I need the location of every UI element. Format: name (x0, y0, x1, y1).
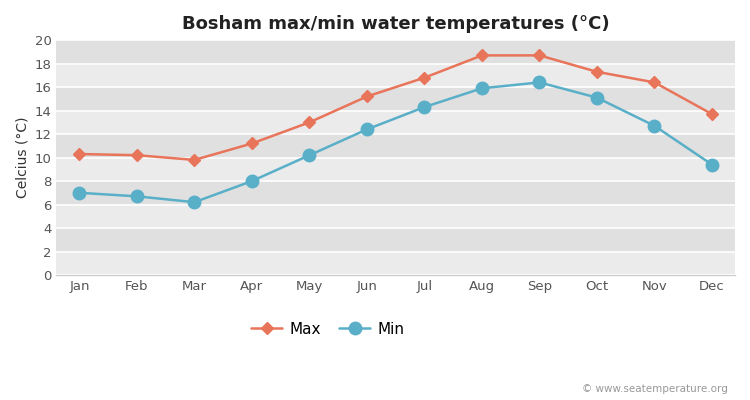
Title: Bosham max/min water temperatures (°C): Bosham max/min water temperatures (°C) (182, 15, 610, 33)
Line: Min: Min (74, 76, 718, 208)
Bar (56, 110, 735, 134)
Max (248, 141, 256, 146)
Min (592, 95, 602, 100)
Legend: Max, Min: Max, Min (245, 316, 410, 343)
Min (248, 179, 256, 184)
Bar (56, 204, 735, 228)
Min (650, 124, 659, 128)
Min (707, 162, 716, 167)
Max (650, 80, 659, 85)
Min (362, 127, 371, 132)
Min (75, 190, 84, 195)
Bar (56, 134, 735, 158)
Max (133, 153, 142, 158)
Max (305, 120, 314, 125)
Bar (56, 181, 735, 204)
Max (478, 53, 487, 58)
Min (190, 200, 199, 204)
Max (420, 75, 429, 80)
Y-axis label: Celcius (°C): Celcius (°C) (15, 117, 29, 198)
Bar (56, 252, 735, 275)
Max (75, 152, 84, 156)
Max (707, 112, 716, 116)
Max (592, 70, 602, 74)
Text: © www.seatemperature.org: © www.seatemperature.org (582, 384, 728, 394)
Min (535, 80, 544, 85)
Bar (56, 40, 735, 64)
Min (420, 105, 429, 110)
Line: Max: Max (75, 51, 716, 164)
Max (535, 53, 544, 58)
Min (305, 153, 314, 158)
Max (362, 94, 371, 99)
Bar (56, 64, 735, 87)
Max (190, 158, 199, 162)
Bar (56, 158, 735, 181)
Min (478, 86, 487, 91)
Bar (56, 87, 735, 110)
Bar (56, 228, 735, 252)
Min (133, 194, 142, 199)
